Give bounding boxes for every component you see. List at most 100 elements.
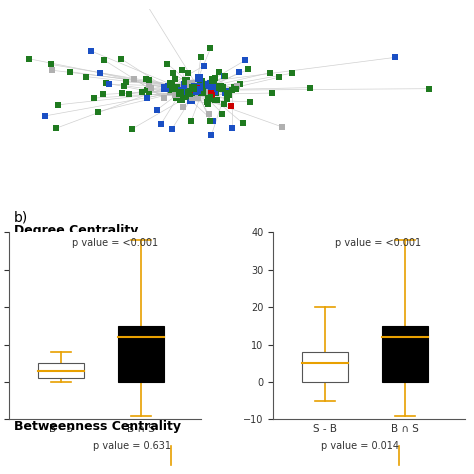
Point	[205, 81, 212, 89]
Point	[48, 66, 56, 74]
Point	[202, 82, 210, 90]
Point	[169, 70, 176, 77]
Point	[173, 93, 181, 100]
Point	[193, 87, 201, 94]
Point	[102, 79, 110, 87]
Point	[178, 95, 185, 103]
Point	[193, 93, 201, 100]
Point	[232, 85, 240, 92]
Point	[141, 0, 148, 5]
Point	[184, 85, 191, 92]
Point	[199, 88, 206, 95]
Point	[211, 96, 219, 104]
Point	[207, 91, 214, 98]
Point	[192, 86, 200, 94]
Point	[210, 117, 217, 125]
Point	[204, 100, 212, 108]
Point	[306, 84, 314, 91]
Point	[201, 62, 208, 69]
Point	[207, 80, 215, 87]
Point	[217, 83, 224, 91]
Point	[197, 78, 205, 85]
Point	[204, 81, 211, 89]
Point	[186, 90, 193, 97]
Point	[161, 84, 169, 91]
Point	[211, 88, 219, 95]
Point	[187, 117, 195, 125]
Point	[184, 70, 192, 77]
Point	[91, 94, 98, 102]
Point	[195, 83, 203, 91]
Point	[191, 83, 199, 91]
Point	[227, 102, 235, 110]
Point	[179, 103, 186, 111]
Point	[173, 91, 180, 98]
Point	[143, 75, 150, 83]
Point	[186, 90, 193, 98]
Point	[228, 86, 236, 94]
Point	[153, 106, 161, 114]
Point	[143, 94, 151, 101]
Point	[193, 85, 201, 92]
Point	[125, 91, 133, 98]
Point	[194, 86, 202, 94]
Point	[168, 87, 175, 94]
Point	[213, 96, 220, 104]
Point	[189, 89, 196, 97]
Point	[160, 94, 167, 101]
Point	[190, 85, 198, 92]
Point	[183, 87, 191, 94]
Point	[94, 108, 101, 116]
Point	[187, 88, 194, 96]
Point	[118, 55, 125, 63]
Point	[425, 85, 432, 92]
Point	[241, 56, 249, 64]
Point	[146, 82, 153, 89]
Point	[130, 75, 138, 83]
Point	[187, 97, 194, 104]
Point	[82, 73, 90, 81]
Point	[197, 54, 204, 61]
Text: Betweenness Centrality: Betweenness Centrality	[14, 420, 181, 433]
Point	[224, 90, 232, 98]
Point	[193, 86, 201, 94]
Point	[195, 86, 202, 93]
Point	[178, 66, 186, 73]
Point	[173, 84, 181, 91]
Point	[222, 88, 229, 95]
Point	[245, 65, 252, 73]
Point	[143, 86, 151, 93]
Point	[205, 110, 212, 118]
Point	[182, 82, 190, 90]
Point	[233, 82, 241, 90]
Point	[201, 87, 209, 95]
Text: p value = 0.014: p value = 0.014	[321, 441, 399, 451]
Point	[246, 98, 254, 106]
Point	[207, 45, 214, 52]
Point	[185, 91, 192, 99]
Point	[223, 95, 230, 102]
Point	[187, 81, 195, 88]
Bar	[302, 352, 348, 382]
Bar	[382, 326, 428, 382]
Point	[171, 75, 179, 82]
Point	[168, 85, 176, 93]
Point	[138, 88, 146, 96]
Text: b): b)	[14, 210, 28, 225]
Point	[175, 86, 183, 93]
Point	[178, 87, 185, 94]
Point	[220, 73, 228, 80]
Text: p value = 0.631: p value = 0.631	[93, 441, 171, 451]
Point	[189, 93, 196, 101]
Point	[145, 77, 153, 84]
Point	[66, 68, 74, 75]
Point	[165, 83, 173, 91]
Point	[207, 118, 214, 125]
Point	[275, 73, 283, 81]
Point	[205, 94, 212, 101]
Point	[208, 131, 215, 139]
Point	[216, 68, 223, 76]
Point	[237, 80, 244, 88]
Point	[120, 82, 128, 90]
Point	[195, 85, 202, 93]
